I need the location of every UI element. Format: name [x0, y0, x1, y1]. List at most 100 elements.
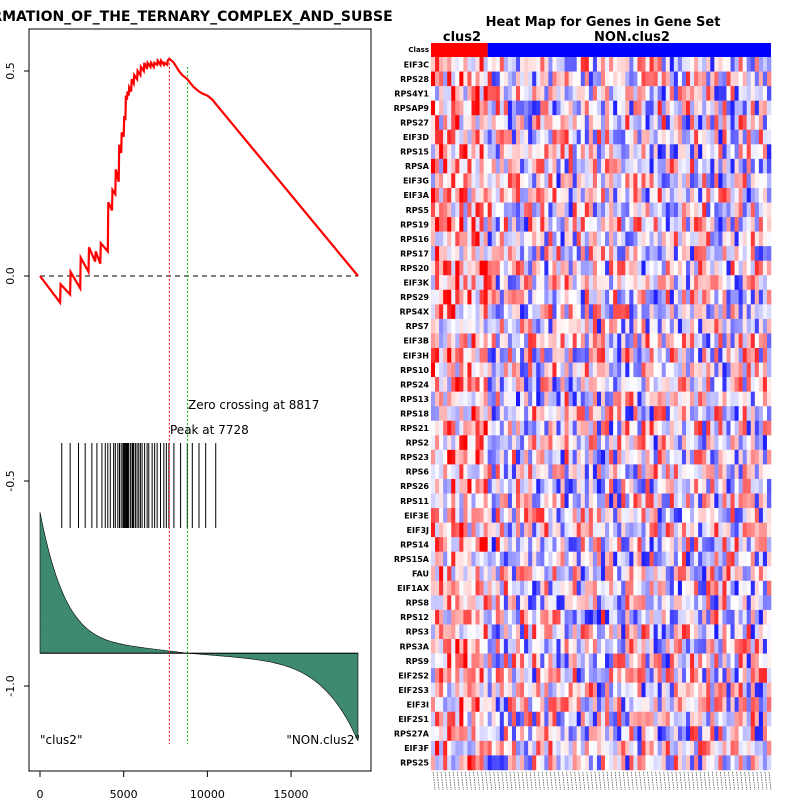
- heat-cell: [572, 551, 578, 567]
- heat-cell: [584, 289, 590, 305]
- heat-cell: [734, 755, 739, 771]
- heat-cell: [540, 318, 545, 334]
- heat-cell: [507, 71, 513, 87]
- heat-cell: [754, 129, 760, 145]
- heat-cell: [609, 624, 614, 640]
- heat-cell: [560, 377, 565, 392]
- heat-cell: [698, 420, 703, 436]
- heat-cell: [698, 217, 703, 232]
- heat-cell: [665, 464, 671, 480]
- heat-cell: [471, 639, 476, 654]
- heat-cell: [686, 275, 691, 291]
- heat-cell: [661, 173, 667, 189]
- heat-cell: [625, 246, 630, 261]
- sample-label-mark: [465, 771, 468, 790]
- heat-cell: [629, 86, 634, 101]
- heat-cell: [653, 246, 658, 261]
- heat-cell: [483, 391, 488, 407]
- heat-cell: [528, 187, 533, 203]
- heat-cell: [605, 86, 610, 101]
- heat-cell: [746, 304, 752, 320]
- heat-cell: [722, 449, 727, 465]
- heat-cell: [451, 57, 456, 72]
- heat-cell: [686, 508, 691, 523]
- heat-cell: [483, 173, 488, 189]
- heat-cell: [657, 71, 663, 87]
- heat-cell: [621, 595, 626, 611]
- heat-cell: [560, 493, 565, 509]
- heat-cell: [730, 57, 735, 72]
- heat-cell: [435, 377, 440, 392]
- heat-cell: [690, 57, 695, 72]
- heat-cell: [766, 391, 772, 407]
- heat-cell: [734, 639, 739, 654]
- heat-cell: [734, 566, 739, 582]
- heat-cell: [556, 202, 561, 218]
- heat-cell: [495, 71, 501, 87]
- heat-cell: [653, 71, 658, 87]
- heat-cell: [669, 187, 675, 203]
- heat-cell: [629, 551, 634, 567]
- heat-cell: [738, 362, 743, 378]
- heat-cell: [665, 537, 671, 552]
- heat-cell: [511, 129, 517, 145]
- heat-cell: [528, 260, 533, 276]
- heat-cell: [738, 624, 743, 640]
- heat-cell: [686, 551, 691, 567]
- heat-cell: [507, 420, 513, 436]
- heat-cell: [641, 420, 646, 436]
- heat-cell: [730, 406, 735, 422]
- heat-cell: [491, 173, 497, 189]
- heat-cell: [677, 275, 683, 291]
- heat-cell: [653, 289, 658, 305]
- heat-cell: [431, 726, 436, 742]
- heat-cell: [649, 624, 654, 640]
- heat-cell: [443, 522, 448, 538]
- heat-cell: [637, 624, 642, 640]
- heat-cell: [754, 100, 760, 116]
- heat-cell: [503, 653, 509, 669]
- heat-cell: [673, 57, 679, 72]
- heat-cell: [487, 377, 493, 392]
- heat-cell: [471, 726, 476, 742]
- heat-cell: [617, 420, 622, 436]
- heat-cell: [596, 668, 602, 683]
- heat-cell: [459, 217, 464, 232]
- heat-cell: [463, 653, 468, 669]
- heat-cell: [681, 726, 687, 742]
- heat-cell: [487, 755, 493, 771]
- heat-cell: [471, 740, 476, 756]
- heat-cell: [702, 478, 707, 494]
- heat-cell: [463, 682, 468, 698]
- heat-cell: [629, 668, 634, 683]
- heat-cell: [657, 755, 663, 771]
- heat-cell: [754, 318, 760, 334]
- heat-cell: [629, 420, 634, 436]
- heat-cell: [536, 71, 541, 87]
- heat-cell: [491, 740, 497, 756]
- heat-cell: [443, 362, 448, 378]
- heat-cell: [588, 129, 594, 145]
- heat-cell: [507, 231, 513, 247]
- heat-cell: [540, 202, 545, 218]
- heat-cell: [588, 624, 594, 640]
- heat-cell: [694, 653, 699, 669]
- heat-cell: [463, 595, 468, 611]
- heat-cell: [661, 71, 667, 87]
- heat-cell: [718, 668, 723, 683]
- heat-cell: [511, 333, 517, 349]
- heat-cell: [677, 435, 683, 451]
- class-bar-segment: [431, 43, 488, 57]
- heat-cell: [629, 318, 634, 334]
- heat-cell: [677, 449, 683, 465]
- heat-cell: [532, 755, 537, 771]
- heat-cell: [511, 420, 517, 436]
- heat-cell: [641, 537, 646, 552]
- heat-cell: [661, 609, 667, 625]
- heat-cell: [471, 755, 476, 771]
- heat-cell: [698, 478, 703, 494]
- heat-cell: [463, 348, 468, 363]
- heat-cell: [738, 493, 743, 509]
- sample-label-mark: [545, 771, 549, 790]
- gene-label: EIF3I: [407, 700, 429, 709]
